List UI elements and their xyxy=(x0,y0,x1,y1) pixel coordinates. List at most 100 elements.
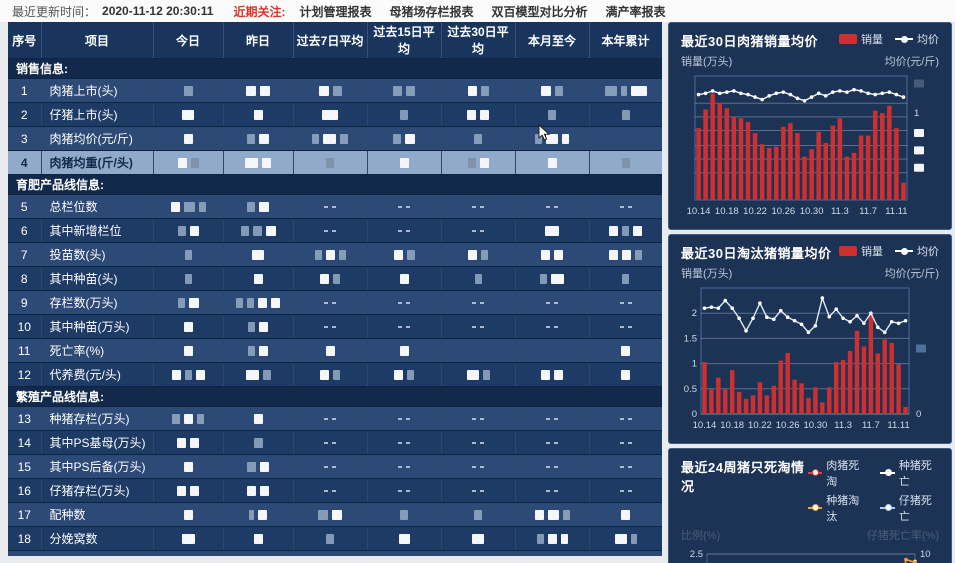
row-index: 6 xyxy=(8,218,42,243)
redacted-cell xyxy=(515,502,590,527)
redacted-cell xyxy=(293,338,368,363)
table-row-11[interactable]: 11 死亡率(%) xyxy=(8,338,662,363)
bar xyxy=(745,121,751,200)
redaction-block xyxy=(259,322,268,333)
table-row-6[interactable]: 6 其中新增栏位 xyxy=(8,218,662,243)
bar xyxy=(771,385,777,414)
line-dot xyxy=(859,89,863,93)
legend-sales[interactable]: 销量 xyxy=(839,243,883,259)
legend-label: 销量 xyxy=(861,34,883,46)
no-data-dash xyxy=(619,466,624,469)
table-row-7[interactable]: 7 投苗数(头) xyxy=(8,242,662,267)
redacted-cell xyxy=(223,362,294,387)
table-row-10[interactable]: 10 其中种苗(万头) xyxy=(8,314,662,339)
legend-sales[interactable]: 销量 xyxy=(839,31,883,47)
table-row-4[interactable]: 4 肉猪均重(斤/头) xyxy=(8,150,662,175)
line-dot xyxy=(730,306,734,310)
no-data-dash xyxy=(332,302,336,305)
redacted-cell xyxy=(293,126,368,151)
table-row-18[interactable]: 18 分娩窝数 xyxy=(8,526,662,551)
redacted-cell xyxy=(515,550,590,556)
bar xyxy=(887,105,892,200)
redacted-cell xyxy=(153,406,224,431)
no-data-dash xyxy=(324,466,328,469)
row-index: 10 xyxy=(8,314,42,339)
bar xyxy=(764,395,770,414)
table-row-17[interactable]: 17 配种数 xyxy=(8,502,662,527)
redacted-cell xyxy=(589,362,662,387)
table-row-9[interactable]: 9 存栏数(万头) xyxy=(8,290,662,315)
report-table: 序号 项目 今日 昨日 过去7日平均 过去15日平均 过去30日平均 本月至今 本年累计 销售信息… xyxy=(8,22,662,556)
legend-piglet-death[interactable]: 仔猪死亡 xyxy=(880,492,939,524)
redaction-block xyxy=(252,226,262,237)
row-label: 投苗数(头) xyxy=(41,242,154,267)
bar xyxy=(872,110,878,200)
legend-sow-cull[interactable]: 种猪淘汰 xyxy=(807,492,867,524)
redaction-block xyxy=(262,158,271,169)
nav-link-1[interactable]: 计划管理报表 xyxy=(299,4,372,19)
redacted-cell xyxy=(293,526,368,551)
line-dot xyxy=(862,321,866,326)
legend-avg-price[interactable]: 均价 xyxy=(895,31,939,47)
redacted-cell xyxy=(367,502,442,527)
legend-pig-death-cull[interactable]: 肉猪死淘 xyxy=(807,457,867,489)
no-data-dash xyxy=(480,302,484,305)
redaction-block xyxy=(400,110,408,121)
redacted-cell xyxy=(515,102,590,127)
redaction-block xyxy=(547,158,557,169)
nav-link-4[interactable]: 满产率报表 xyxy=(605,4,666,19)
redaction-block xyxy=(332,510,342,521)
redaction-block xyxy=(604,86,617,97)
redacted-cell xyxy=(515,406,590,431)
redaction-block xyxy=(198,202,206,213)
redacted-cell xyxy=(223,290,294,315)
line-dot xyxy=(820,296,825,300)
redacted-cell xyxy=(367,430,442,455)
line-dot xyxy=(792,318,797,323)
line-dot-swatch-icon xyxy=(880,504,895,511)
redaction-block xyxy=(620,86,627,97)
bar xyxy=(757,382,763,414)
table-row-2[interactable]: 2 仔猪上市(头) xyxy=(8,102,662,127)
redacted-cell xyxy=(293,362,368,387)
redacted-cell xyxy=(589,194,662,219)
line-dot xyxy=(751,316,755,321)
no-data-dash xyxy=(472,230,476,233)
bar xyxy=(743,398,749,414)
redacted-cell xyxy=(441,266,516,291)
table-row-16[interactable]: 16 仔猪存栏(万头) xyxy=(8,478,662,503)
redaction-block xyxy=(555,86,563,97)
redacted-cell xyxy=(223,550,294,556)
left-tick-label: 1.5 xyxy=(684,333,697,344)
redacted-cell xyxy=(367,550,442,556)
redacted-cell xyxy=(153,242,224,267)
redaction-block xyxy=(253,534,263,545)
table-row-8[interactable]: 8 其中种苗(头) xyxy=(8,266,662,291)
legend-sow-death[interactable]: 种猪死亡 xyxy=(880,457,939,489)
redaction-block xyxy=(259,134,269,145)
table-row-12[interactable]: 12 代养费(元/头) xyxy=(8,362,662,387)
table-row-13[interactable]: 13 种猪存栏(万头) xyxy=(8,406,662,431)
redacted-cell xyxy=(589,218,662,243)
x-tick-label: 10.14 xyxy=(693,420,717,431)
line-dot xyxy=(774,91,779,96)
row-index: 11 xyxy=(8,338,42,363)
nav-link-2[interactable]: 母猪场存栏报表 xyxy=(389,4,474,19)
line-dot xyxy=(841,316,845,321)
redacted-cell xyxy=(441,502,516,527)
table-row-1[interactable]: 1 肉猪上市(头) xyxy=(8,78,662,103)
report-table-container[interactable]: 序号 项目 今日 昨日 过去7日平均 过去15日平均 过去30日平均 本月至今 本年累计 销售信息… xyxy=(8,22,662,556)
redacted-cell xyxy=(293,550,368,556)
table-row-15[interactable]: 15 其中PS后备(万头) xyxy=(8,454,662,479)
legend-avg-price[interactable]: 均价 xyxy=(895,243,939,259)
x-tick-label: 11.11 xyxy=(887,420,909,431)
nav-link-3[interactable]: 双百模型对比分析 xyxy=(491,4,588,19)
no-data-dash xyxy=(546,206,550,209)
redaction-block xyxy=(560,534,568,545)
table-row-5[interactable]: 5 总栏位数 xyxy=(8,194,662,219)
table-row-14[interactable]: 14 其中PS基母(万头) xyxy=(8,430,662,455)
table-row-19[interactable]: 19窝均活仔(头/窝) xyxy=(8,550,662,556)
redacted-tick xyxy=(914,146,924,155)
table-row-3[interactable]: 3 肉猪均价(元/斤) xyxy=(8,126,662,151)
redacted-tick xyxy=(914,163,924,172)
